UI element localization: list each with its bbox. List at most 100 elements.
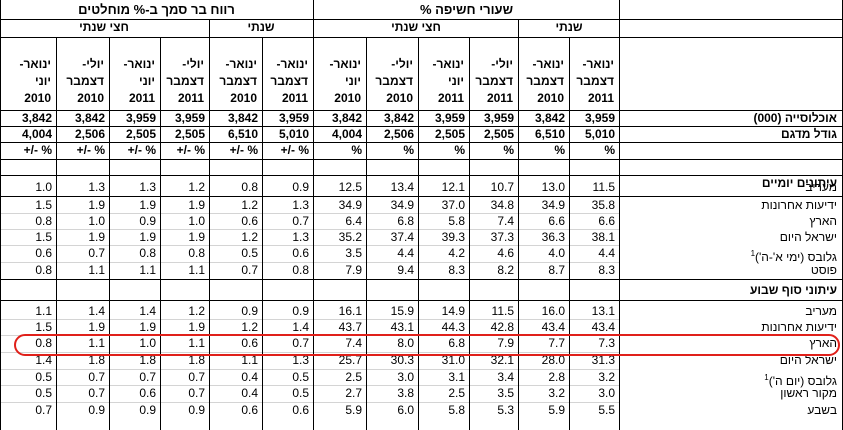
table-cell: 0.9: [139, 403, 156, 417]
table-cell: 0.8: [35, 336, 52, 350]
table-cell: 3.2: [598, 370, 615, 384]
gridline: [0, 369, 619, 370]
period-header-9-line-3: 2011: [437, 91, 464, 105]
row-label-text: מקור ראשון: [780, 386, 837, 400]
table-cell: 5.8: [448, 214, 465, 228]
table-cell: 2,506: [74, 127, 105, 141]
table-cell: 13.0: [541, 180, 565, 194]
table-cell: 34.9: [541, 198, 565, 212]
table-cell: 10.7: [490, 180, 514, 194]
table-cell: 1.3: [292, 198, 309, 212]
period-header-12-line-1: ינואר-: [582, 57, 614, 71]
column-divider: [619, 0, 620, 430]
table-cell: 0.4: [241, 386, 258, 400]
table-cell: 0.6: [241, 336, 258, 350]
table-cell: %: [503, 143, 514, 157]
period-header-11-line-3: 2010: [537, 91, 564, 105]
table-cell: 1.1: [241, 353, 258, 367]
table-cell: 3,842: [534, 111, 565, 125]
table-cell: 3,959: [174, 111, 205, 125]
table-cell: 1.4: [139, 304, 156, 318]
table-cell: 11.5: [491, 304, 514, 318]
table-cell: 1.9: [88, 198, 105, 212]
row-label-text: גלובס (ימי א'-ה'): [755, 250, 837, 264]
table-cell: 2.5: [345, 370, 362, 384]
row-label: ידיעות אחרונות: [619, 198, 843, 213]
gridline: [0, 352, 619, 353]
row-divider: [0, 126, 843, 127]
table-cell: 13.1: [591, 304, 615, 318]
table-cell: 1.9: [139, 320, 156, 334]
table-cell: 16.1: [338, 304, 362, 318]
table-cell: 1.3: [292, 230, 309, 244]
table-cell: 1.4: [292, 320, 309, 334]
table-cell: 6,510: [534, 127, 565, 141]
table-cell: 3,842: [227, 111, 258, 125]
table-cell: 4.2: [448, 246, 465, 260]
column-divider: [418, 37, 419, 430]
table-cell: 1.9: [88, 230, 105, 244]
row-label-text: אוכלוסייה (000): [753, 111, 837, 125]
table-cell: 1.0: [139, 336, 156, 350]
table-cell: 0.5: [292, 370, 309, 384]
table-cell: 5,010: [278, 127, 309, 141]
row-label-text: גודל מדגם: [780, 127, 837, 141]
table-cell: 2,506: [383, 127, 414, 141]
period-header-8-line-2: דצמבר: [375, 74, 413, 88]
table-cell: 1.4: [35, 353, 52, 367]
table-cell: 1.2: [188, 180, 205, 194]
row-divider: [0, 110, 843, 111]
table-cell: 1.0: [188, 214, 205, 228]
table-cell: 8.7: [548, 263, 565, 277]
table-cell: 3.5: [345, 246, 362, 260]
table-cell: 34.9: [338, 198, 362, 212]
table-cell: 1.5: [35, 230, 52, 244]
table-cell: 1.2: [241, 198, 258, 212]
row-label-text: ישראל היום: [779, 353, 837, 367]
gridline: [0, 229, 619, 230]
table-cell: 0.7: [292, 336, 309, 350]
period-header-2-line-3: 2010: [77, 91, 104, 105]
table-cell: 0.9: [88, 403, 105, 417]
period-header-8-line-3: 2010: [386, 91, 413, 105]
table-cell: 4.4: [598, 246, 615, 260]
row-label: ישראל היום: [619, 353, 843, 368]
column-divider: [518, 19, 519, 430]
table-cell: 1.9: [188, 230, 205, 244]
table-cell: 13.4: [390, 180, 414, 194]
gridline: [0, 262, 619, 263]
table-cell: 3.8: [397, 386, 414, 400]
table-cell: 0.7: [292, 214, 309, 228]
gridline: [0, 213, 619, 214]
table-cell: 44.3: [441, 320, 465, 334]
table-cell: 6.0: [397, 403, 414, 417]
table-cell: 37.3: [490, 230, 514, 244]
table-cell: 0.9: [188, 403, 205, 417]
table-cell: 3.0: [598, 386, 615, 400]
table-cell: 30.3: [390, 353, 414, 367]
table-cell: 0.5: [241, 246, 258, 260]
period-header-10-line-2: דצמבר: [475, 74, 513, 88]
row-label-text: ידיעות אחרונות: [761, 198, 837, 212]
table-cell: 0.7: [35, 403, 52, 417]
table-cell: 8.3: [598, 263, 615, 277]
table-cell: 1.9: [139, 230, 156, 244]
table-cell: 6.6: [598, 214, 615, 228]
table-cell: 3,842: [74, 111, 105, 125]
period-header-5-line-2: דצמבר: [219, 74, 257, 88]
period-header-7-line-2: יוני: [344, 74, 361, 88]
table-cell: 35.8: [591, 198, 615, 212]
row-label: אוכלוסייה (000): [619, 111, 843, 126]
table-cell: %: [351, 143, 362, 157]
table-cell: 1.2: [188, 304, 205, 318]
period-header-9-line-1: ינואר-: [432, 57, 464, 71]
table-cell: 1.9: [188, 198, 205, 212]
table-cell: 1.2: [241, 320, 258, 334]
column-divider: [56, 37, 57, 430]
table-cell: 1.8: [188, 353, 205, 367]
table-cell: 0.9: [241, 304, 258, 318]
row-divider: [0, 175, 843, 176]
table-cell: 3,842: [21, 111, 52, 125]
table-cell: %: [454, 143, 465, 157]
table-cell: 0.8: [188, 246, 205, 260]
